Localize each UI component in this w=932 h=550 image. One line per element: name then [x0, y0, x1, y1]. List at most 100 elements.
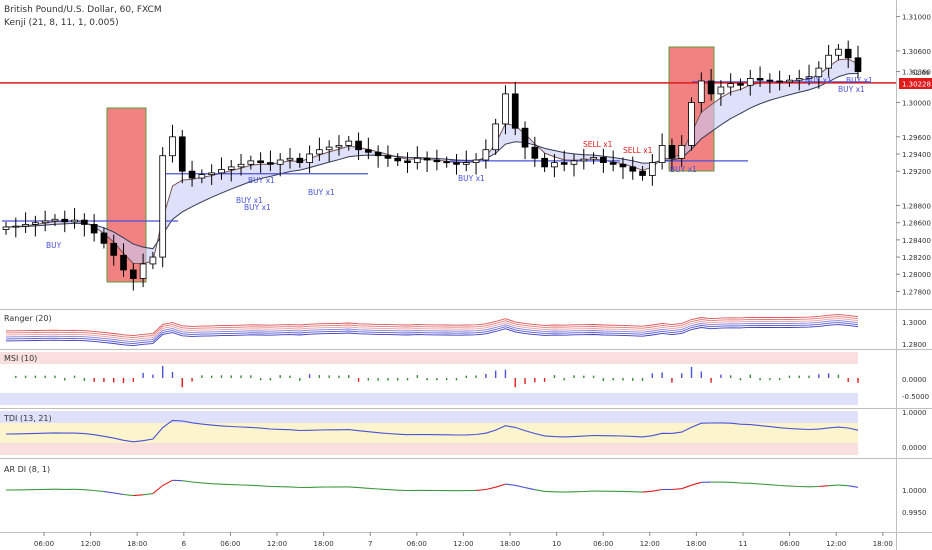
- candle: [325, 140, 333, 162]
- candle: [815, 61, 823, 89]
- ma-fast-line: [5, 58, 859, 265]
- candle-body: [482, 149, 490, 161]
- candle: [413, 146, 421, 170]
- signal-label: BUY x1: [236, 196, 263, 205]
- candle: [355, 132, 362, 161]
- ranger-title: Ranger (20): [4, 314, 52, 323]
- candle-body: [198, 174, 206, 179]
- candle-body: [423, 157, 431, 161]
- ardi-segment: [818, 485, 829, 488]
- candle-body: [61, 218, 69, 223]
- ranger-line: [5, 322, 859, 345]
- candle: [169, 124, 176, 163]
- signal-label: BUY x1: [248, 176, 275, 185]
- tdi-lower-band: [0, 443, 858, 455]
- candle-body: [286, 157, 294, 161]
- ranger-line: [5, 318, 859, 341]
- candle: [178, 129, 186, 184]
- candle: [844, 40, 852, 69]
- candle: [560, 150, 568, 172]
- candle-body: [129, 269, 137, 279]
- ma-slow-line: [5, 72, 859, 250]
- candle: [502, 85, 509, 135]
- candle: [580, 148, 588, 170]
- time-tick-label: 18:00: [314, 540, 334, 548]
- price-tick-label: 1.28000: [902, 271, 931, 279]
- ranger-tick: 1.2800: [902, 341, 927, 349]
- candle-body: [570, 160, 578, 165]
- time-tick-label: 18:00: [873, 540, 893, 548]
- ardi-segment: [260, 485, 271, 488]
- signal-label: BUY x1: [846, 76, 873, 85]
- candle-body: [766, 79, 774, 82]
- ardi-segment: [730, 481, 741, 484]
- candle: [90, 214, 98, 242]
- candle-body: [658, 145, 666, 163]
- price-tick-label: 1.31000: [902, 14, 931, 22]
- candle-body: [786, 79, 793, 83]
- ardi-segment: [828, 484, 839, 487]
- ardi-segment: [838, 484, 849, 487]
- time-tick-label: 12:00: [453, 540, 473, 548]
- candle: [208, 164, 215, 185]
- study-title: Kenji (21, 8, 11, 1, 0.005): [4, 18, 119, 28]
- candle-body: [149, 256, 157, 265]
- ardi-tick: 1.0000: [902, 487, 927, 495]
- candle-body: [668, 145, 676, 159]
- candle: [81, 213, 88, 237]
- ardi-segment: [671, 488, 682, 491]
- candle-body: [639, 170, 646, 176]
- candle: [394, 153, 402, 167]
- candle-body: [756, 78, 764, 81]
- candle-body: [776, 80, 783, 83]
- candle: [423, 151, 431, 173]
- candle: [374, 145, 382, 168]
- candle: [639, 166, 646, 181]
- candle: [306, 145, 313, 173]
- candle-body: [267, 162, 274, 165]
- candle-body: [609, 162, 617, 165]
- candle: [139, 253, 147, 288]
- msi-tick: 0.0000: [902, 376, 927, 384]
- candle: [678, 135, 686, 167]
- candle: [12, 217, 20, 238]
- candle: [854, 45, 862, 79]
- ardi-segment: [750, 482, 761, 485]
- signal-label: BUY: [46, 241, 62, 250]
- signal-label: BUY x1: [244, 203, 271, 212]
- candle-body: [746, 78, 754, 86]
- ardi-segment: [760, 483, 770, 486]
- msi-title: MSI (10): [4, 354, 37, 363]
- candle: [590, 152, 597, 165]
- candle-body: [81, 219, 88, 225]
- candle-body: [257, 160, 264, 163]
- time-tick-label: 18:00: [127, 540, 147, 548]
- ardi-title: AR DI (8, 1): [4, 465, 50, 474]
- candle-body: [227, 166, 235, 170]
- candle-body: [218, 169, 225, 174]
- time-tick-label: 06:00: [593, 540, 613, 548]
- candle-body: [345, 140, 353, 146]
- candle: [433, 149, 441, 171]
- candle-body: [159, 155, 167, 258]
- signal-label: BUY x1: [458, 174, 485, 183]
- candle: [453, 154, 460, 175]
- price-tick-label: 1.28800: [902, 203, 931, 211]
- ardi-segment: [368, 487, 379, 490]
- ardi-segment: [505, 483, 516, 486]
- candle-body: [619, 163, 627, 168]
- candle-body: [835, 48, 842, 56]
- candle-body: [365, 149, 372, 153]
- candle: [551, 154, 558, 178]
- candle-body: [374, 151, 382, 157]
- time-tick-label: 06:00: [780, 540, 800, 548]
- candle: [257, 152, 264, 173]
- candle-body: [521, 127, 529, 148]
- candle-body: [12, 225, 20, 228]
- current-price-label-bg: [899, 78, 932, 89]
- candle-body: [32, 222, 39, 225]
- candle-body: [51, 218, 59, 222]
- candle: [129, 263, 137, 291]
- candle: [237, 154, 245, 176]
